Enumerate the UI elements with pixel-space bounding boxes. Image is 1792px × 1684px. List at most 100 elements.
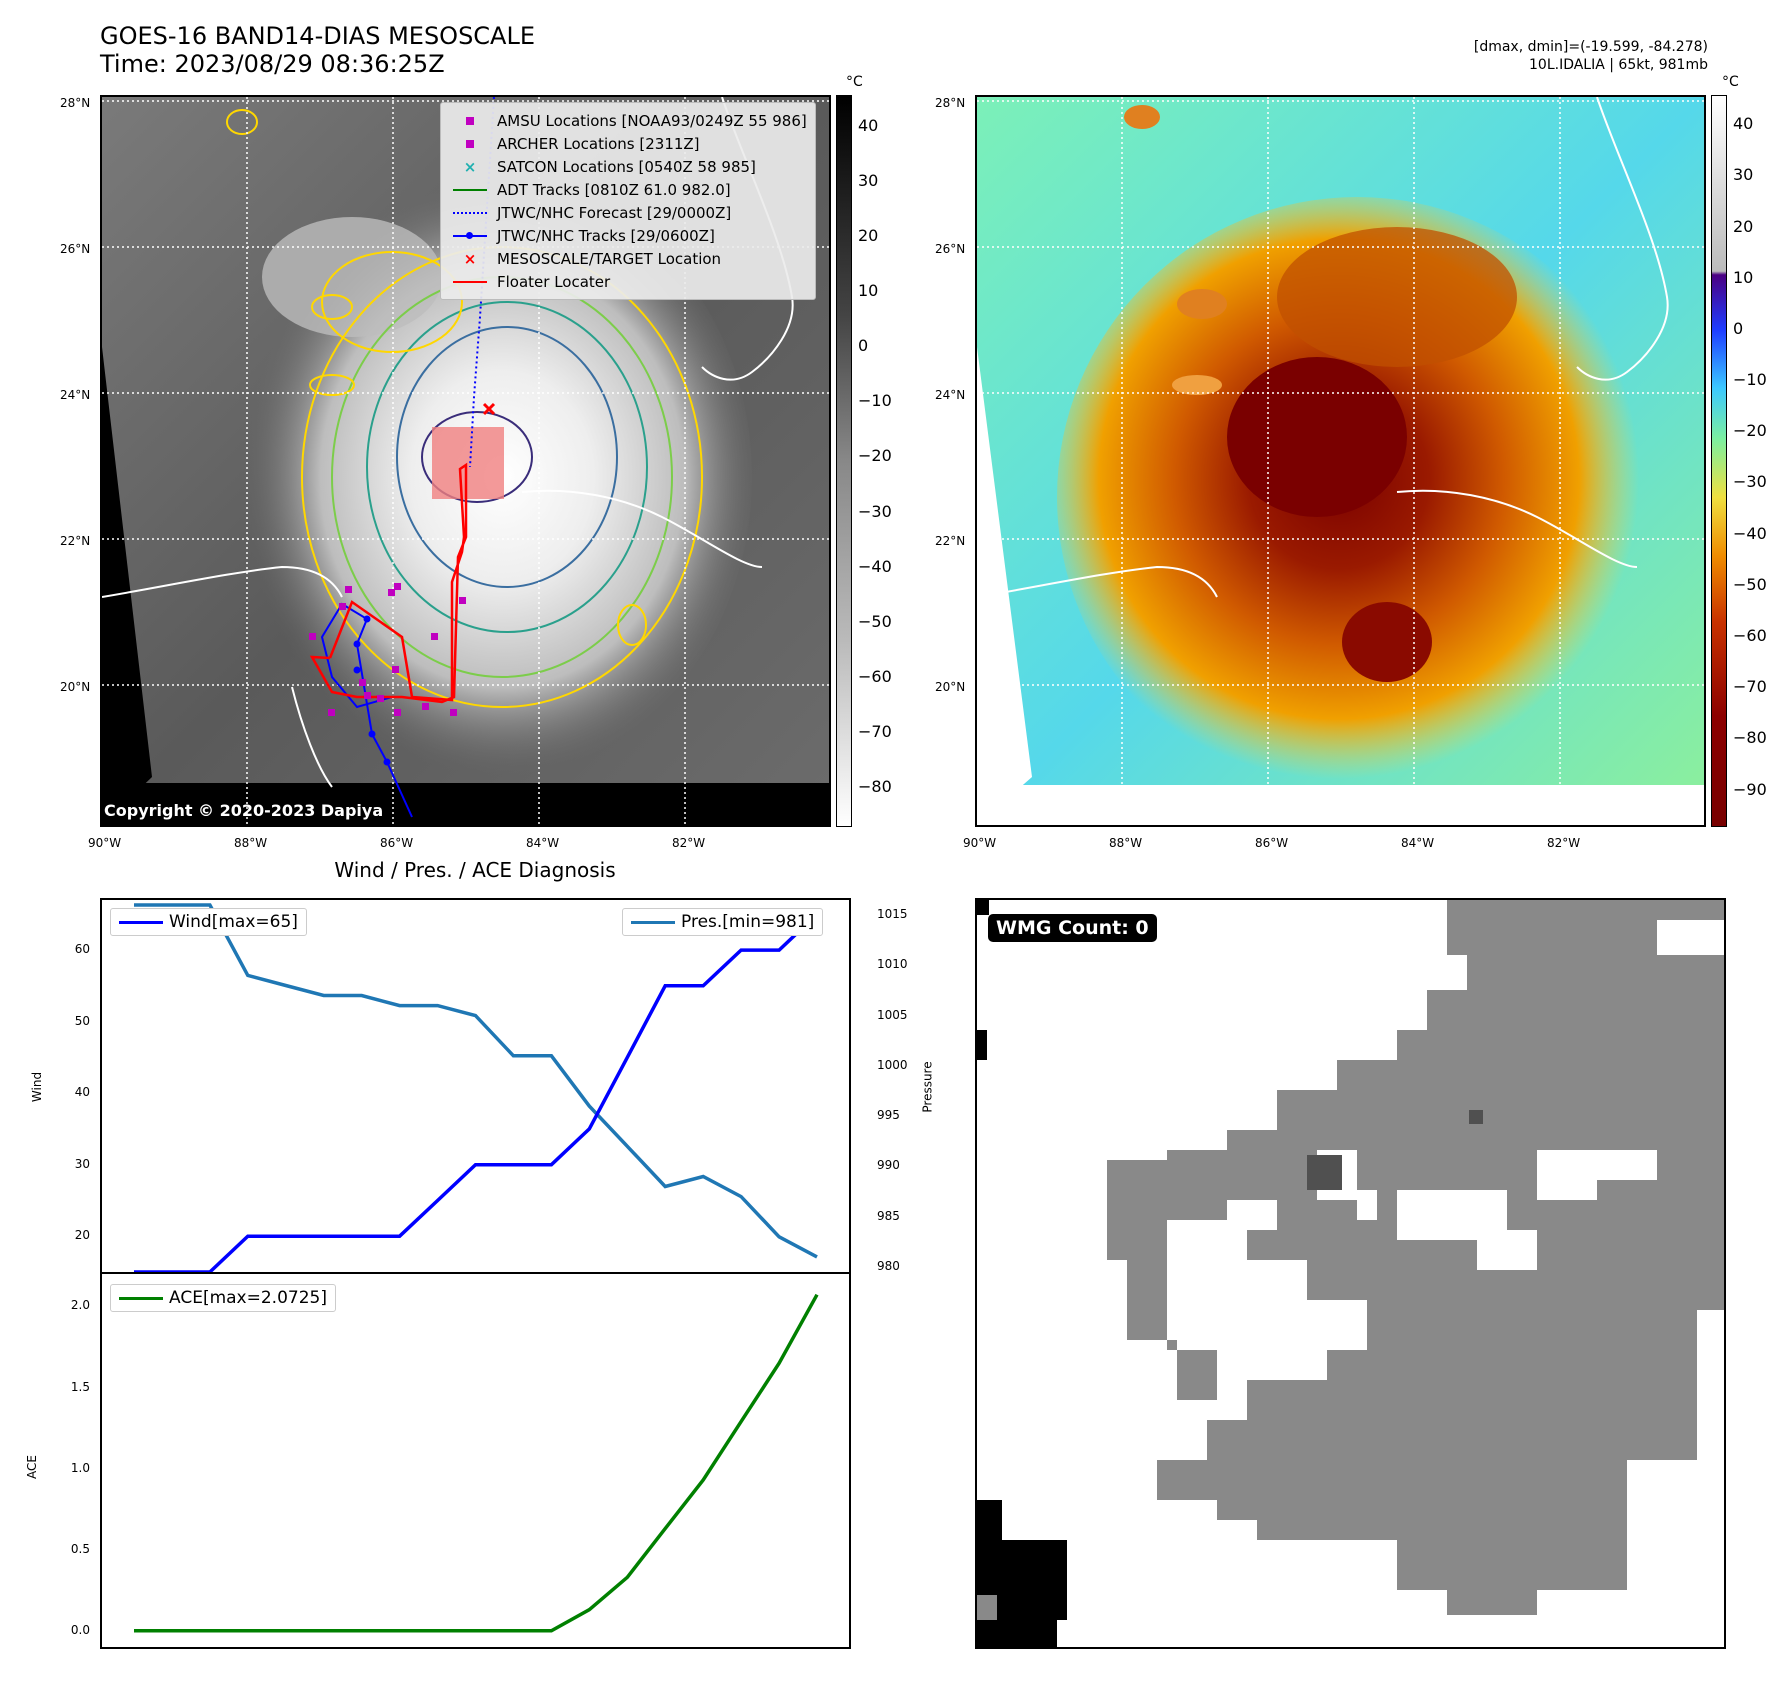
line-dot-icon bbox=[449, 224, 491, 247]
ace-tick: 2.0 bbox=[70, 1298, 90, 1313]
colorbar-tick: 40 bbox=[1733, 114, 1754, 134]
colorbar-tick: −50 bbox=[1733, 574, 1767, 594]
wind-tick: 20 bbox=[74, 1228, 90, 1243]
pressure-tick: 1000 bbox=[877, 1057, 908, 1072]
pressure-tick: 1010 bbox=[877, 957, 908, 972]
lat-tick: 28°N bbox=[935, 96, 966, 110]
lat-tick: 28°N bbox=[60, 96, 91, 110]
lat-tick: 20°N bbox=[935, 680, 966, 694]
ace-tick: 1.5 bbox=[70, 1379, 90, 1394]
lon-tick: 86°W bbox=[380, 836, 414, 850]
storm-id-intensity: 10L.IDALIA | 65kt, 981mb bbox=[1529, 57, 1708, 73]
colorbar-tick: −90 bbox=[1733, 779, 1767, 799]
colorbar-tick: −20 bbox=[858, 446, 892, 466]
colorbar-tick: 30 bbox=[1733, 165, 1754, 185]
colorbar-tick: −40 bbox=[858, 556, 892, 576]
lat-tick: 20°N bbox=[60, 680, 91, 694]
colorbar-tick: 0 bbox=[858, 336, 869, 356]
ace-plot bbox=[134, 1293, 819, 1633]
line-marker-icon bbox=[449, 178, 491, 201]
lon-tick: 82°W bbox=[672, 836, 706, 850]
enhanced-colorbar bbox=[1711, 95, 1727, 827]
wind-line-icon bbox=[119, 920, 163, 924]
lat-tick: 26°N bbox=[60, 242, 91, 256]
wind-tick: 60 bbox=[74, 942, 90, 957]
ir-colorbar-unit: °C bbox=[846, 74, 863, 90]
pressure-tick: 980 bbox=[877, 1258, 900, 1273]
lon-tick: 84°W bbox=[526, 836, 560, 850]
x-marker-icon: × bbox=[463, 249, 477, 268]
colorbar-tick: −60 bbox=[858, 666, 892, 686]
pressure-tick: 985 bbox=[877, 1208, 900, 1223]
copyright-text: Copyright © 2020-2023 Dapiya bbox=[104, 801, 384, 820]
wmg-panel bbox=[975, 898, 1726, 1649]
lat-tick: 24°N bbox=[935, 388, 966, 402]
ace-panel bbox=[100, 1272, 851, 1649]
legend-item-adt: ADT Tracks [0810Z 61.0 982.0] bbox=[449, 178, 807, 201]
legend-item-forecast: JTWC/NHC Forecast [29/0000Z] bbox=[449, 201, 807, 224]
wind-tick: 30 bbox=[74, 1156, 90, 1171]
track-legend: AMSU Locations [NOAA93/0249Z 55 986] ARC… bbox=[440, 102, 816, 300]
wind-pressure-plot bbox=[134, 903, 819, 1272]
x-marker-icon: × bbox=[463, 157, 477, 176]
colorbar-tick: −20 bbox=[1733, 421, 1767, 441]
colorbar-tick: 0 bbox=[1733, 318, 1744, 338]
lon-tick: 84°W bbox=[1401, 836, 1435, 850]
ace-line-icon bbox=[119, 1296, 163, 1300]
colorbar-tick: −40 bbox=[1733, 523, 1767, 543]
wind-tick: 40 bbox=[74, 1085, 90, 1100]
ace-tick: 1.0 bbox=[70, 1460, 90, 1475]
wmg-grid-image bbox=[977, 900, 1724, 1647]
colorbar-tick: 30 bbox=[858, 171, 879, 191]
figure-title: GOES-16 BAND14-DIAS MESOSCALE Time: 2023… bbox=[100, 22, 535, 78]
colorbar-tick: −70 bbox=[1733, 677, 1767, 697]
ace-ylabel: ACE bbox=[24, 1455, 39, 1479]
lon-tick: 88°W bbox=[234, 836, 268, 850]
enhanced-ir-map-image bbox=[977, 97, 1704, 825]
colorbar-tick: 40 bbox=[858, 116, 879, 136]
title-line-time: Time: 2023/08/29 08:36:25Z bbox=[100, 50, 445, 78]
lon-tick: 88°W bbox=[1109, 836, 1143, 850]
legend-item-archer: ARCHER Locations [2311Z] bbox=[449, 132, 807, 155]
lon-tick: 86°W bbox=[1255, 836, 1289, 850]
pressure-series-line bbox=[134, 903, 818, 1259]
lat-tick: 26°N bbox=[935, 242, 966, 256]
ir-colorbar bbox=[836, 95, 852, 827]
legend-item-amsu: AMSU Locations [NOAA93/0249Z 55 986] bbox=[449, 109, 807, 132]
pressure-legend: Pres.[min=981] bbox=[622, 908, 824, 936]
legend-item-target: × MESOSCALE/TARGET Location bbox=[449, 247, 807, 270]
diagnosis-title: Wind / Pres. / ACE Diagnosis bbox=[334, 858, 616, 882]
lat-tick: 22°N bbox=[60, 534, 91, 548]
enhanced-colorbar-unit: °C bbox=[1722, 74, 1739, 90]
lon-tick: 90°W bbox=[963, 836, 997, 850]
pressure-tick: 1015 bbox=[877, 907, 908, 922]
pressure-ylabel: Pressure bbox=[920, 1061, 935, 1113]
legend-item-floater: Floater Locater bbox=[449, 270, 807, 293]
colorbar-tick: −60 bbox=[1733, 626, 1767, 646]
legend-item-tracks: JTWC/NHC Tracks [29/0600Z] bbox=[449, 224, 807, 247]
colorbar-tick: −80 bbox=[1733, 728, 1767, 748]
lon-tick: 90°W bbox=[88, 836, 122, 850]
lat-tick: 22°N bbox=[935, 534, 966, 548]
pressure-tick: 990 bbox=[877, 1158, 900, 1173]
pressure-tick: 1005 bbox=[877, 1007, 908, 1022]
storm-dmax-dmin: [dmax, dmin]=(-19.599, -84.278) bbox=[1473, 39, 1708, 55]
square-marker-icon bbox=[449, 132, 491, 155]
ace-tick: 0.5 bbox=[70, 1541, 90, 1556]
enhanced-ir-map-panel bbox=[975, 95, 1706, 827]
colorbar-tick: 10 bbox=[858, 281, 879, 301]
colorbar-tick: 10 bbox=[1733, 267, 1754, 287]
legend-item-satcon: × SATCON Locations [0540Z 58 985] bbox=[449, 155, 807, 178]
colorbar-tick: 20 bbox=[1733, 216, 1754, 236]
wind-series-line bbox=[134, 913, 819, 1272]
colorbar-tick: −70 bbox=[858, 721, 892, 741]
colorbar-tick: −50 bbox=[858, 611, 892, 631]
wmg-count-badge: WMG Count: 0 bbox=[988, 914, 1157, 942]
dotted-line-icon bbox=[449, 201, 491, 224]
pressure-line-icon bbox=[631, 920, 675, 924]
wind-legend: Wind[max=65] bbox=[110, 908, 307, 936]
colorbar-tick: 20 bbox=[858, 226, 879, 246]
lat-tick: 24°N bbox=[60, 388, 91, 402]
ace-tick: 0.0 bbox=[70, 1622, 90, 1637]
lon-tick: 82°W bbox=[1547, 836, 1581, 850]
